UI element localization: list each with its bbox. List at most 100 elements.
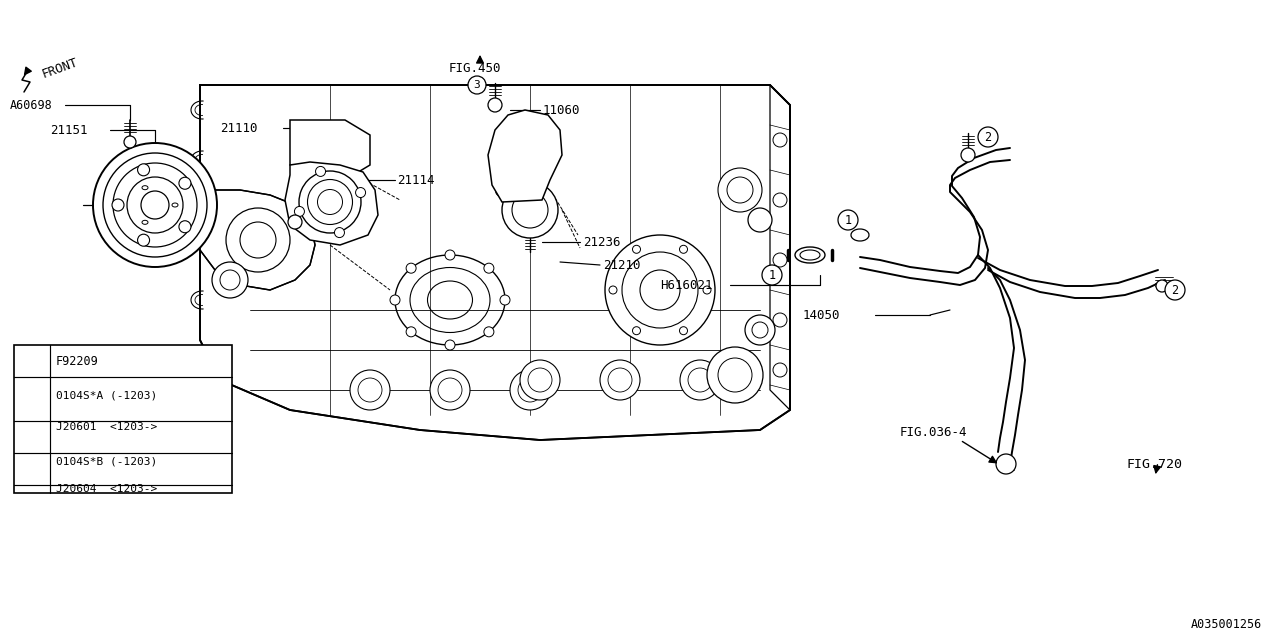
Circle shape — [406, 263, 416, 273]
Bar — [14, 345, 232, 493]
Circle shape — [20, 394, 44, 416]
Circle shape — [102, 153, 207, 257]
Circle shape — [127, 177, 183, 233]
Polygon shape — [200, 85, 790, 440]
Text: J20604  <1203->: J20604 <1203-> — [56, 484, 157, 494]
Text: 21110: 21110 — [220, 122, 257, 134]
Circle shape — [488, 98, 502, 112]
Circle shape — [358, 378, 381, 402]
Circle shape — [502, 182, 558, 238]
Polygon shape — [285, 162, 378, 245]
Text: 2: 2 — [984, 131, 992, 143]
Text: 21151: 21151 — [50, 124, 87, 136]
Polygon shape — [488, 110, 562, 202]
Circle shape — [20, 350, 44, 372]
Circle shape — [632, 326, 640, 335]
Circle shape — [689, 368, 712, 392]
Circle shape — [718, 358, 753, 392]
Circle shape — [640, 270, 680, 310]
Circle shape — [294, 207, 305, 216]
Circle shape — [406, 327, 416, 337]
Circle shape — [93, 143, 218, 267]
Circle shape — [773, 253, 787, 267]
Circle shape — [518, 378, 541, 402]
Circle shape — [113, 199, 124, 211]
Text: 21236: 21236 — [582, 236, 621, 248]
Circle shape — [762, 265, 782, 285]
Circle shape — [356, 188, 366, 198]
Circle shape — [680, 245, 687, 253]
Circle shape — [608, 368, 632, 392]
Text: H616021: H616021 — [660, 278, 713, 291]
Circle shape — [509, 370, 550, 410]
Circle shape — [529, 368, 552, 392]
Circle shape — [622, 252, 698, 328]
Text: 2: 2 — [28, 399, 36, 412]
Text: F92209: F92209 — [56, 355, 99, 367]
Text: 2: 2 — [1171, 284, 1179, 296]
Text: A035001256: A035001256 — [1190, 618, 1262, 632]
Circle shape — [773, 363, 787, 377]
Circle shape — [632, 245, 640, 253]
Text: 21114: 21114 — [397, 173, 434, 186]
Circle shape — [600, 360, 640, 400]
Circle shape — [609, 286, 617, 294]
Text: 1: 1 — [768, 269, 776, 282]
Circle shape — [124, 136, 136, 148]
Circle shape — [438, 378, 462, 402]
Circle shape — [20, 458, 44, 480]
Circle shape — [718, 168, 762, 212]
Text: FRONT: FRONT — [40, 56, 79, 81]
Circle shape — [727, 177, 753, 203]
Circle shape — [500, 295, 509, 305]
Circle shape — [430, 370, 470, 410]
Text: 3: 3 — [28, 463, 36, 476]
Circle shape — [179, 177, 191, 189]
Text: FIG.450: FIG.450 — [449, 61, 502, 74]
Circle shape — [212, 262, 248, 298]
Circle shape — [484, 327, 494, 337]
Circle shape — [773, 133, 787, 147]
Circle shape — [1156, 280, 1169, 292]
Circle shape — [978, 127, 998, 147]
Circle shape — [179, 221, 191, 233]
Text: 0104S*B (-1203): 0104S*B (-1203) — [56, 456, 157, 466]
Circle shape — [961, 148, 975, 162]
Circle shape — [227, 208, 291, 272]
Circle shape — [707, 347, 763, 403]
Polygon shape — [291, 120, 370, 180]
Text: A60698: A60698 — [10, 99, 52, 111]
Circle shape — [137, 234, 150, 246]
Circle shape — [745, 315, 774, 345]
Circle shape — [680, 360, 721, 400]
Text: 1: 1 — [845, 214, 851, 227]
Circle shape — [605, 235, 716, 345]
Text: 11060: 11060 — [543, 104, 581, 116]
Circle shape — [773, 193, 787, 207]
Circle shape — [773, 313, 787, 327]
Circle shape — [468, 76, 486, 94]
Circle shape — [349, 370, 390, 410]
Circle shape — [137, 164, 150, 176]
Circle shape — [334, 228, 344, 237]
Circle shape — [445, 250, 454, 260]
Circle shape — [445, 340, 454, 350]
Circle shape — [1165, 280, 1185, 300]
Circle shape — [316, 166, 325, 177]
Circle shape — [520, 360, 561, 400]
Circle shape — [113, 163, 197, 247]
Text: 14050: 14050 — [803, 308, 841, 321]
Circle shape — [390, 295, 401, 305]
Circle shape — [838, 210, 858, 230]
Text: 21210: 21210 — [603, 259, 640, 271]
Circle shape — [748, 208, 772, 232]
Circle shape — [241, 222, 276, 258]
Circle shape — [680, 326, 687, 335]
Circle shape — [141, 191, 169, 219]
Circle shape — [484, 263, 494, 273]
Circle shape — [288, 215, 302, 229]
Circle shape — [220, 270, 241, 290]
Circle shape — [996, 454, 1016, 474]
Text: 3: 3 — [474, 80, 480, 90]
Text: 1: 1 — [28, 355, 36, 367]
